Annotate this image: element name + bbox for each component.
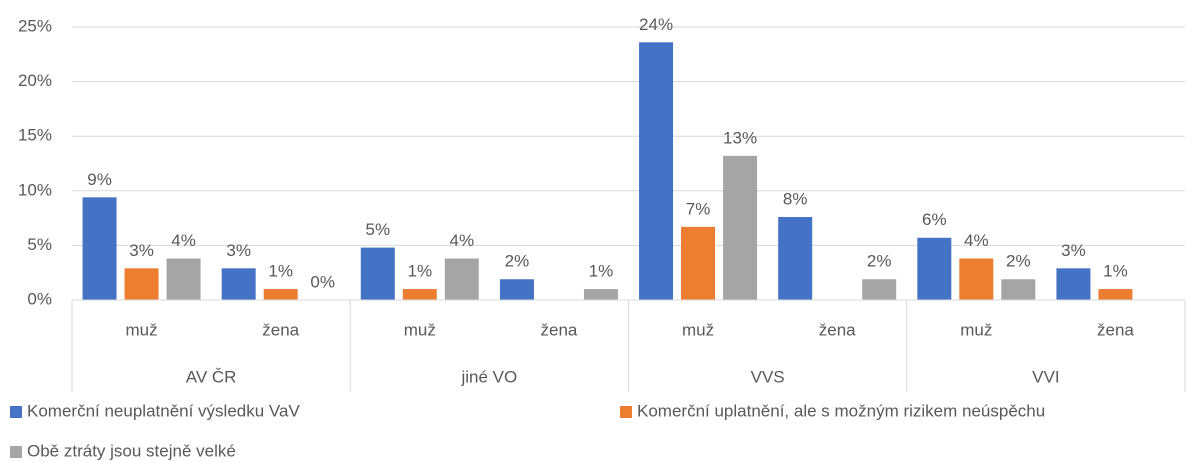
data-label: 4% <box>450 231 475 250</box>
legend-swatch <box>620 406 632 418</box>
bar <box>639 42 674 301</box>
bar <box>82 197 117 300</box>
data-label: 5% <box>366 220 391 239</box>
legend-label: Komerční uplatnění, ale s možným rizikem… <box>637 401 1045 420</box>
bar <box>360 247 395 300</box>
bar <box>221 268 256 300</box>
y-tick-label: 0% <box>27 289 52 308</box>
data-label: 8% <box>783 189 808 208</box>
legend-swatch <box>10 446 22 458</box>
bar <box>263 289 298 300</box>
data-label: 1% <box>1103 262 1128 281</box>
bar <box>1001 279 1036 300</box>
data-label: 1% <box>589 262 614 281</box>
bar <box>778 217 813 300</box>
bar <box>166 258 201 300</box>
bar <box>959 258 994 300</box>
data-label: 24% <box>639 15 673 34</box>
data-label: 3% <box>226 241 251 260</box>
bar <box>444 258 479 300</box>
x-tick-label: muž <box>960 320 992 339</box>
y-tick-label: 15% <box>18 126 52 145</box>
bar <box>402 289 437 300</box>
x-tick-label: žena <box>262 320 299 339</box>
bar <box>1098 289 1133 300</box>
data-label: 13% <box>723 128 757 147</box>
data-label: 1% <box>408 262 433 281</box>
x-tick-label: žena <box>819 320 856 339</box>
y-tick-label: 5% <box>27 235 52 254</box>
group-label: AV ČR <box>186 367 237 386</box>
legend-swatch <box>10 406 22 418</box>
data-label: 3% <box>129 241 154 260</box>
bar <box>681 226 716 300</box>
bar <box>124 268 159 300</box>
y-tick-label: 20% <box>18 71 52 90</box>
x-tick-label: muž <box>404 320 436 339</box>
bar <box>1056 268 1091 300</box>
data-label: 2% <box>505 252 530 271</box>
data-label: 2% <box>1006 252 1031 271</box>
data-label: 6% <box>922 210 947 229</box>
bar <box>917 237 952 300</box>
y-tick-label: 10% <box>18 180 52 199</box>
data-label: 1% <box>268 262 293 281</box>
y-tick-label: 25% <box>18 16 52 35</box>
data-label: 9% <box>87 170 112 189</box>
data-label: 7% <box>686 199 711 218</box>
bar <box>499 279 534 300</box>
x-tick-label: žena <box>1097 320 1134 339</box>
x-tick-label: muž <box>682 320 714 339</box>
data-label: 3% <box>1061 241 1086 260</box>
group-label: jiné VO <box>461 367 518 386</box>
x-tick-label: muž <box>126 320 158 339</box>
x-tick-label: žena <box>541 320 578 339</box>
group-label: VVI <box>1032 367 1059 386</box>
data-label: 0% <box>310 272 335 291</box>
legend-label: Obě ztráty jsou stejně velké <box>27 441 236 460</box>
data-label: 4% <box>171 231 196 250</box>
bar <box>583 289 618 300</box>
bar <box>723 155 758 300</box>
data-label: 2% <box>867 252 892 271</box>
data-label: 4% <box>964 231 989 250</box>
bar <box>862 279 897 300</box>
group-label: VVS <box>751 367 785 386</box>
legend-label: Komerční neuplatnění výsledku VaV <box>27 401 300 420</box>
